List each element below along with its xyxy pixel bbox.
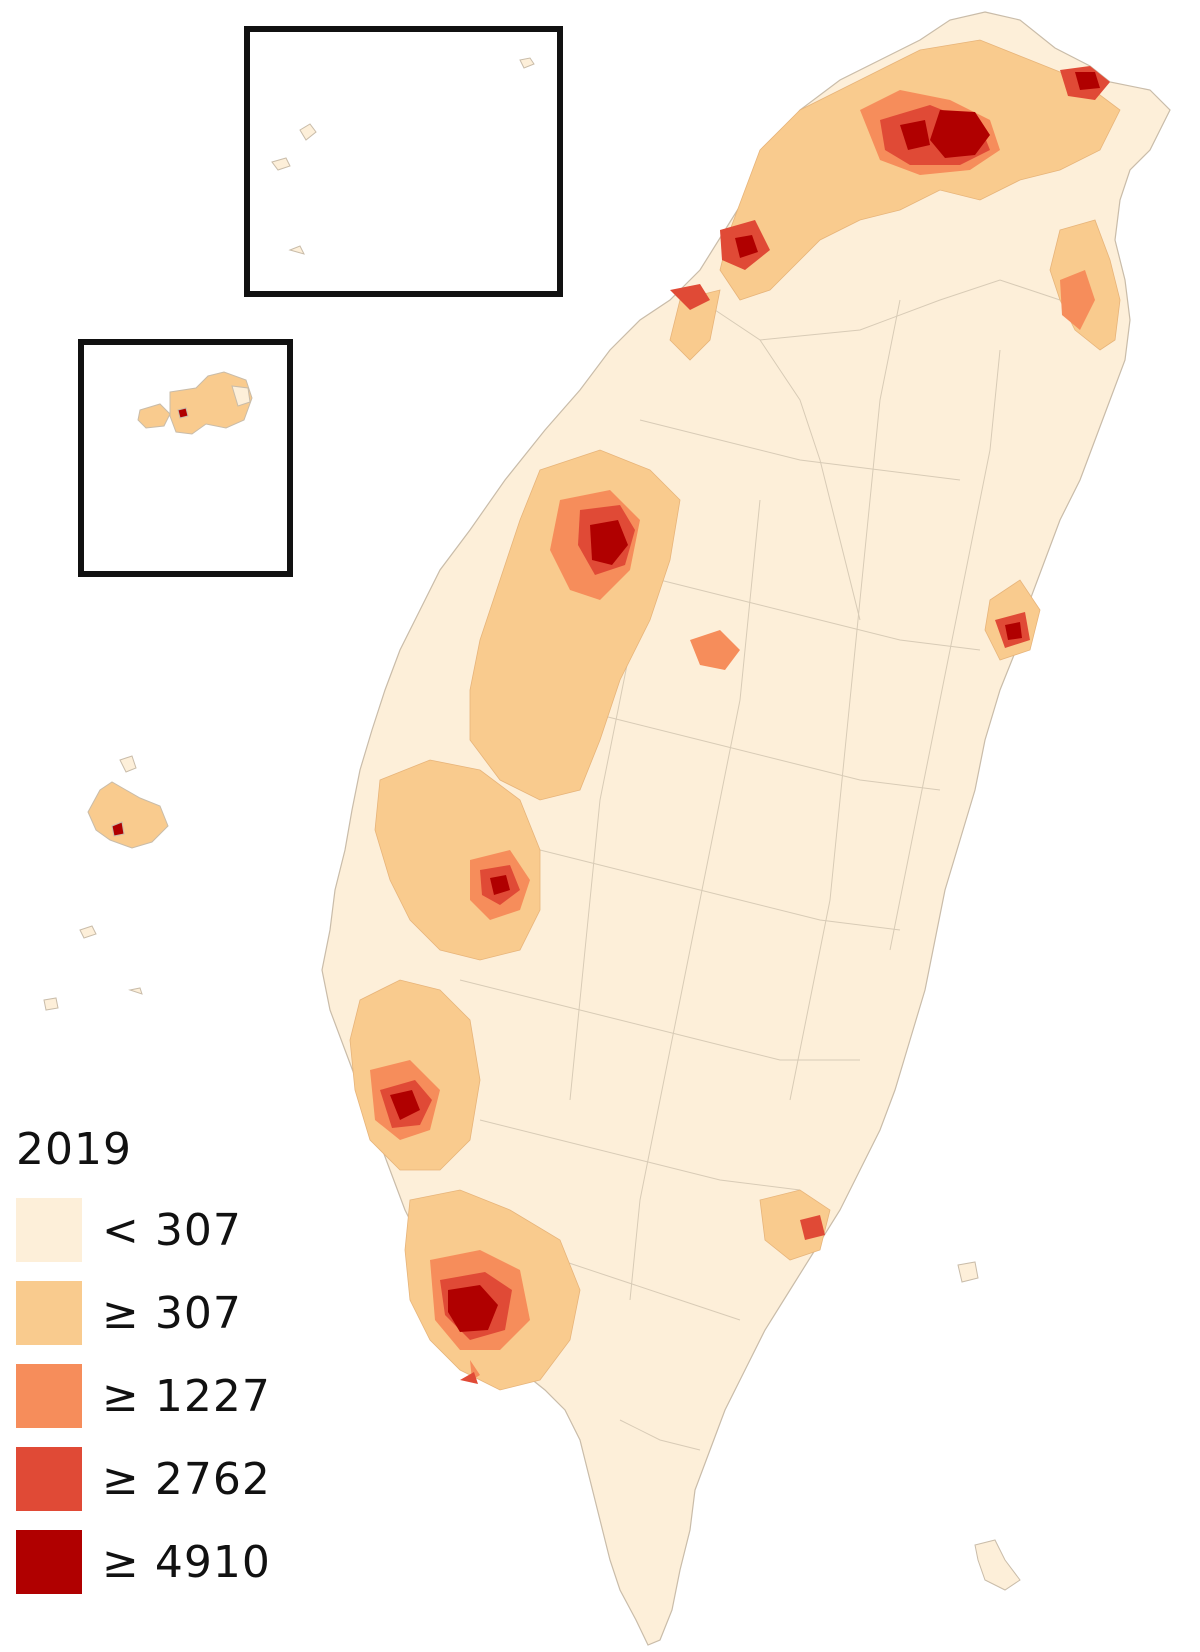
legend-swatch — [16, 1447, 82, 1511]
inset-frame-kinmen — [78, 339, 293, 577]
legend-item: ≥ 307 — [16, 1281, 316, 1345]
legend-rows: < 307 ≥ 307 ≥ 1227 ≥ 2762 ≥ 4910 — [16, 1198, 316, 1594]
kinmen-island — [137, 371, 253, 435]
legend-swatch — [16, 1530, 82, 1594]
township-boundaries — [459, 279, 1061, 1451]
legend-swatch — [16, 1198, 82, 1262]
legend-title: 2019 — [16, 1124, 132, 1175]
legend-swatch — [16, 1364, 82, 1428]
legend-label: ≥ 4910 — [102, 1536, 271, 1588]
legend-item: ≥ 4910 — [16, 1530, 316, 1594]
legend-label: ≥ 2762 — [102, 1453, 271, 1505]
penghu-islands — [43, 755, 169, 1011]
legend-label: ≥ 307 — [102, 1287, 242, 1339]
eastern-islets — [957, 1261, 1021, 1591]
inset-frame-north-islands — [244, 26, 563, 297]
density-class-4910 — [390, 72, 1100, 1332]
legend-item: ≥ 2762 — [16, 1447, 316, 1511]
north-inset-islands — [271, 57, 535, 255]
legend-item: ≥ 1227 — [16, 1364, 316, 1428]
legend-label: ≥ 1227 — [102, 1370, 271, 1422]
legend-swatch — [16, 1281, 82, 1345]
map-legend: 2019 < 307 ≥ 307 ≥ 1227 ≥ 2762 ≥ 4910 — [16, 1128, 316, 1613]
legend-label: < 307 — [102, 1204, 242, 1256]
legend-item: < 307 — [16, 1198, 316, 1262]
